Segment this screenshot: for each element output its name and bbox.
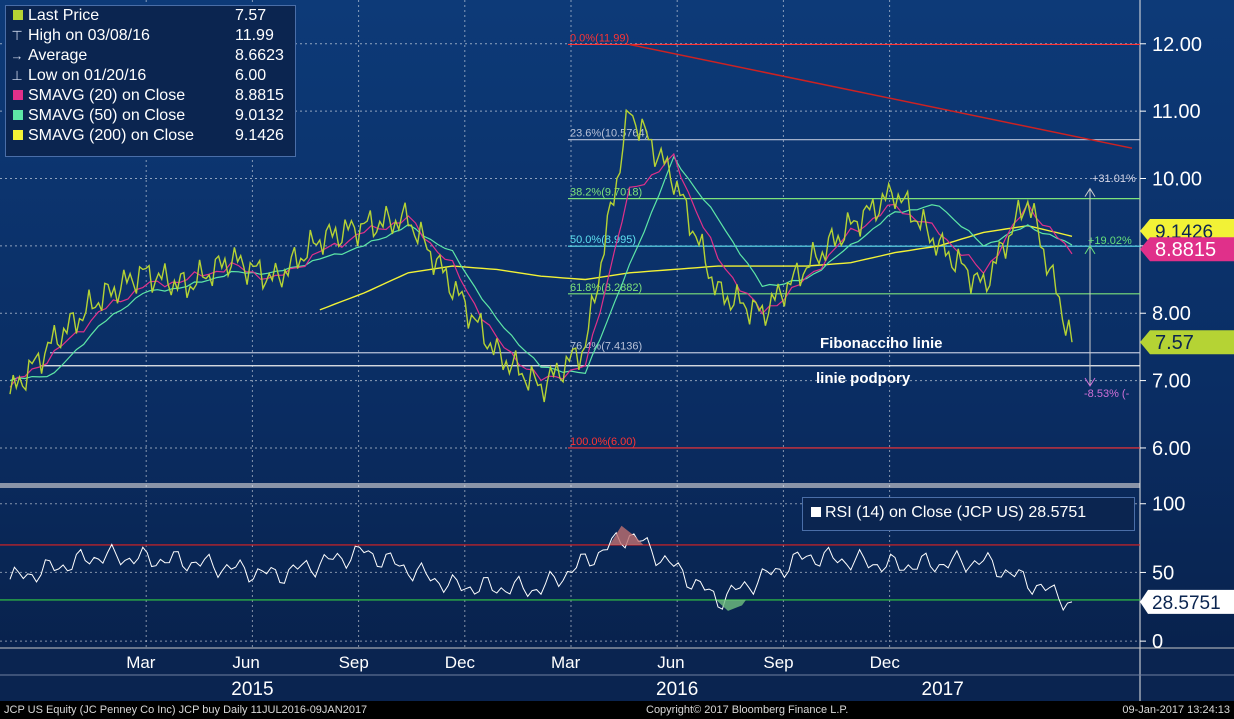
legend-row-average: → Average 8.6623 [6,46,295,66]
price-tick-label: 6.00 [1152,438,1191,460]
legend-value: 7.57 [235,7,267,24]
legend-value: 8.8815 [235,87,284,104]
month-label: Sep [339,653,369,672]
downtrend-line [629,43,1133,149]
sma20-badge-text: 8.8815 [1155,239,1216,261]
fib-level-label: 23.6%(10.5764) [570,128,648,140]
price-plot: 0.0%(11.99) 23.6%(10.5764) 38.2%(9.7018) 50… [9,32,1140,449]
month-label: Dec [445,653,476,672]
month-label: Mar [551,653,581,672]
arrow-down-icon [1084,377,1096,387]
year-label: 2015 [231,679,273,700]
legend-value: 8.6623 [235,47,284,64]
low-marker-icon: ⊥ [11,68,23,83]
fib-level-label: 76.4%(7.4136) [570,341,642,353]
rsi-badge-text: 28.5751 [1152,593,1221,614]
legend-row-sma200: SMAVG (200) on Close 9.1426 [6,126,295,146]
rsi-tick-label: 0 [1152,631,1163,653]
legend-label: SMAVG (50) on Close [28,107,186,124]
legend-row-sma50: SMAVG (50) on Close 9.0132 [6,106,295,126]
pct-down-label: -8.53% (- [1084,388,1130,400]
annotations: Fibonacciho linie linie podpory +31.01% … [816,173,1136,400]
axes: 12.0011.0010.009.008.007.006.00100500Mar… [126,34,1234,700]
price-tick-label: 10.00 [1152,169,1202,191]
arrow-up-icon [1084,187,1096,197]
legend-row-sma20: SMAVG (20) on Close 8.8815 [6,86,295,106]
legend-label: High on 03/08/16 [28,27,150,44]
sma200-series [319,224,1073,311]
sma20-series [9,152,1073,388]
legend-row-high: ⊤ High on 03/08/16 11.99 [6,26,295,46]
pct-up2-label: +19.02% [1088,235,1132,247]
sma20-badge-shape [1140,237,1234,262]
rsi-legend-label: RSI (14) on Close (JCP US) 28.5751 [825,504,1087,521]
fib-level-label: 50.0%(8.995) [570,234,636,246]
rsi-legend: RSI (14) on Close (JCP US) 28.5751 [802,497,1135,531]
last-price-swatch [13,10,23,20]
rsi-badge-shape [1140,589,1234,614]
footer-right: 09-Jan-2017 13:24:13 [1122,704,1230,716]
sma50-series [9,155,1073,382]
rsi-overbought-area [609,525,644,545]
price-tick-label: 12.00 [1152,34,1202,56]
rsi-tick-label: 100 [1152,494,1185,516]
legend-row-last-price: Last Price 7.57 [6,6,295,26]
average-marker-icon: → [10,48,24,63]
arrow-up-green-icon [1084,244,1096,255]
last-price-badge-text: 7.57 [1155,332,1194,354]
fib-level-label: 0.0%(11.99) [570,32,629,44]
last-price-badge: 7.57 [1140,330,1234,355]
rsi-badge: 28.5751 [1140,589,1234,614]
rsi-tick-label: 50 [1152,562,1174,584]
month-label: Dec [870,653,901,672]
month-label: Mar [126,653,156,672]
panel-divider [0,483,1140,488]
sma200-swatch [13,130,23,140]
fib-level-label: 100.0%(6.00) [570,436,636,448]
sma50-swatch [13,110,23,120]
rsi-swatch [811,507,821,517]
legend-value: 11.99 [235,27,274,44]
last-price-badge-shape [1140,330,1234,355]
fibonacci-annotation: Fibonacciho linie [820,335,943,352]
year-label: 2017 [922,679,964,700]
price-rsi-chart: 0.0%(11.99) 23.6%(10.5764) 38.2%(9.7018) 50… [0,0,1234,701]
last-price-series [9,108,1073,403]
pct-up1-label: +31.01% [1092,173,1136,185]
footer-center: Copyright© 2017 Bloomberg Finance L.P. [646,704,849,716]
month-label: Sep [763,653,793,672]
legend-label: Low on 01/20/16 [28,67,147,84]
legend-value: 9.0132 [235,107,284,124]
legend-label: Average [28,47,88,64]
rsi-oversold-area [716,599,746,611]
support-annotation: linie podpory [816,370,911,387]
month-label: Jun [232,653,259,672]
rsi-series [9,531,1073,612]
fib-level-label: 38.2%(9.7018) [570,187,642,199]
month-label: Jun [657,653,684,672]
sma200-badge-shape [1140,219,1234,244]
high-marker-icon: ⊤ [11,28,23,43]
price-gridlines [0,0,1234,701]
year-label: 2016 [656,679,698,700]
sma20-swatch [13,90,23,100]
rsi-plot [0,525,1140,612]
price-tick-label: 7.00 [1152,371,1191,393]
legend-value: 9.1426 [235,127,284,144]
legend-value: 6.00 [235,67,267,84]
price-tick-label: 11.00 [1152,101,1201,123]
footer-left: JCP US Equity (JC Penney Co Inc) JCP buy… [4,704,368,716]
footer-bar: JCP US Equity (JC Penney Co Inc) JCP buy… [0,701,1234,719]
legend-row-low: ⊥ Low on 01/20/16 6.00 [6,66,295,86]
legend-label: SMAVG (200) on Close [28,127,194,144]
price-legend: Last Price 7.57 ⊤ High on 03/08/16 11.99… [5,5,296,157]
price-tick-label: 8.00 [1152,303,1191,325]
sma20-badge: 8.8815 [1140,237,1234,262]
legend-label: SMAVG (20) on Close [28,87,186,104]
legend-label: Last Price [28,7,100,24]
